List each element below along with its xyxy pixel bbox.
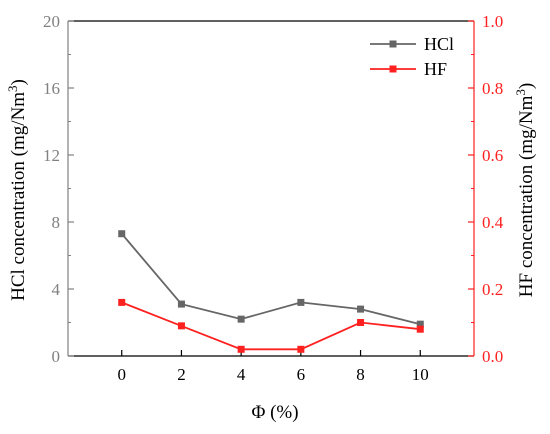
left-y-axis-label-main: HCl concentration (mg/Nm: [8, 92, 29, 301]
data-point-hcl: [177, 300, 185, 308]
axis-ticks: 0 2 4 6 8 10 0 4 8 12 16 20 0.0 0.2 0.4 0.6 0.8 1.0: [43, 12, 504, 384]
left-y-axis-label-close: ): [8, 79, 29, 85]
legend-label-hf: HF: [424, 59, 447, 79]
right-y-tick-label: 0.2: [482, 280, 503, 299]
left-y-tick-label: 0: [52, 347, 61, 366]
x-tick-label: 6: [297, 365, 306, 384]
x-axis-label: Φ (%): [251, 402, 298, 423]
data-point-hf: [357, 319, 365, 326]
data-point-hcl: [118, 230, 126, 238]
right-y-tick-label: 0.6: [482, 146, 503, 165]
left-y-tick-label: 12: [43, 146, 60, 165]
right-y-tick-label: 0.4: [482, 213, 504, 232]
left-y-axis-label-sup: 3: [5, 85, 20, 92]
right-y-axis-label-main: HF concentration (mg/Nm: [516, 95, 537, 297]
data-point-hf: [118, 298, 126, 306]
legend: HCl HF: [370, 34, 454, 79]
data-point-hf: [416, 325, 424, 333]
right-y-axis-label-close: ): [516, 83, 537, 89]
x-tick-label: 2: [177, 365, 186, 384]
left-y-tick-label: 16: [43, 79, 60, 98]
data-point-hcl: [237, 315, 245, 323]
series-line-hf: [121, 301, 421, 351]
data-point-hf: [237, 345, 245, 353]
left-y-tick-label: 20: [43, 12, 60, 31]
data-point-hcl: [297, 298, 305, 306]
right-y-tick-label: 0.0: [482, 347, 503, 366]
series-lines: [118, 230, 424, 353]
left-y-axis-label: HCl concentration (mg/Nm3): [5, 79, 30, 301]
data-point-hf: [177, 322, 185, 330]
data-point-hf: [297, 345, 305, 353]
legend-marker-hcl: [389, 40, 397, 48]
data-point-hcl: [416, 320, 424, 328]
x-tick-label: 8: [356, 365, 365, 384]
x-tick-label: 4: [237, 365, 246, 384]
data-point-hcl: [357, 305, 365, 313]
x-tick-label: 10: [412, 365, 429, 384]
left-y-tick-label: 4: [52, 280, 61, 299]
right-y-axis-label: HF concentration (mg/Nm3): [513, 83, 538, 297]
left-y-tick-label: 8: [52, 213, 61, 232]
legend-marker-hf: [389, 65, 397, 73]
right-y-axis-label-sup: 3: [513, 89, 528, 96]
axis-labels: Φ (%) HCl concentration (mg/Nm3) HF conc…: [5, 79, 538, 423]
right-y-tick-label: 0.8: [482, 79, 503, 98]
series-line-hcl: [121, 233, 421, 326]
right-y-tick-label: 1.0: [482, 12, 503, 31]
legend-label-hcl: HCl: [424, 34, 454, 54]
x-tick-label: 0: [117, 365, 126, 384]
